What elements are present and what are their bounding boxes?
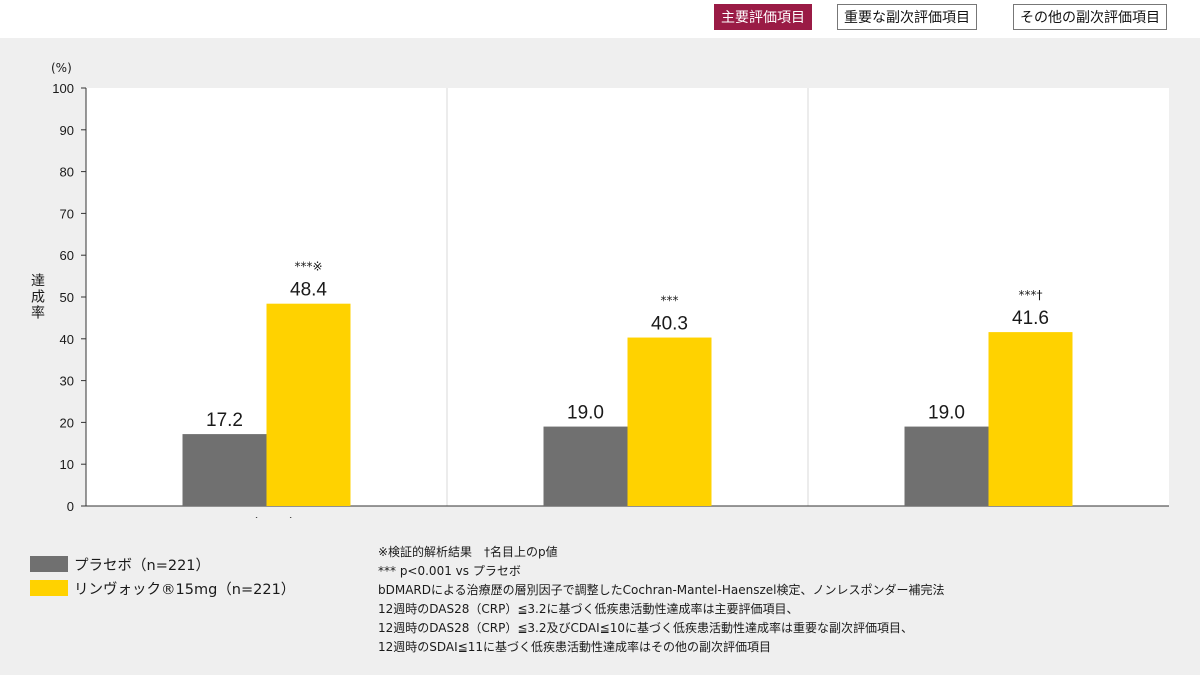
value-label: 17.2 bbox=[206, 410, 243, 431]
y-axis-title: 達成率 bbox=[29, 273, 45, 321]
tab-bar: 主要評価項目 重要な副次評価項目 その他の副次評価項目 bbox=[0, 0, 1200, 38]
y-tick-label: 90 bbox=[60, 123, 74, 138]
footnotes: ※検証的解析結果 †名目上のp値 *** p<0.001 vs プラセボ bDM… bbox=[378, 543, 945, 657]
legend-label-rinvoq: リンヴォック®15mg（n=221） bbox=[74, 581, 296, 598]
significance-label: *** bbox=[661, 294, 679, 308]
y-unit-label: (%) bbox=[51, 61, 72, 75]
significance-label: ***† bbox=[1019, 288, 1043, 302]
y-tick-label: 40 bbox=[60, 332, 74, 347]
y-tick-label: 70 bbox=[60, 206, 74, 221]
tab-key-secondary-endpoint[interactable]: 重要な副次評価項目 bbox=[837, 4, 977, 30]
value-label: 48.4 bbox=[290, 280, 327, 301]
y-tick-label: 60 bbox=[60, 248, 74, 263]
value-label: 40.3 bbox=[651, 314, 688, 335]
y-tick-label: 50 bbox=[60, 290, 74, 305]
legend: プラセボ（n=221） リンヴォック®15mg（n=221） bbox=[30, 552, 295, 600]
y-tick-label: 10 bbox=[60, 457, 74, 472]
legend-label-placebo: プラセボ（n=221） bbox=[74, 557, 211, 574]
category-label: DAS28（CRP）≦3.2 bbox=[191, 516, 342, 518]
legend-item-placebo: プラセボ（n=221） bbox=[30, 552, 295, 576]
value-label: 19.0 bbox=[567, 403, 604, 424]
bar-placebo bbox=[543, 426, 628, 506]
bar-placebo bbox=[904, 426, 989, 506]
bar-placebo bbox=[182, 434, 267, 506]
footnote: *** p<0.001 vs プラセボ bbox=[378, 564, 521, 578]
y-tick-label: 100 bbox=[52, 81, 74, 96]
bar-rinvoq bbox=[627, 337, 712, 506]
footnote: 12週時のDAS28（CRP）≦3.2に基づく低疾患活動性達成率は主要評価項目、 bbox=[378, 602, 799, 616]
tab-other-secondary-endpoint[interactable]: その他の副次評価項目 bbox=[1013, 4, 1167, 30]
tab-primary-endpoint[interactable]: 主要評価項目 bbox=[714, 4, 812, 30]
significance-label: ***※ bbox=[294, 260, 322, 274]
y-tick-label: 80 bbox=[60, 165, 74, 180]
legend-swatch-placebo bbox=[30, 556, 68, 572]
legend-swatch-rinvoq bbox=[30, 580, 68, 596]
value-label: 19.0 bbox=[928, 403, 965, 424]
footnote: 12週時のDAS28（CRP）≦3.2及びCDAI≦10に基づく低疾患活動性達成… bbox=[378, 621, 913, 635]
category-label: SDAI≦11 bbox=[954, 516, 1023, 518]
bar-rinvoq bbox=[266, 303, 351, 506]
footnote: 12週時のSDAI≦11に基づく低疾患活動性達成率はその他の副次評価項目 bbox=[378, 640, 771, 654]
legend-item-rinvoq: リンヴォック®15mg（n=221） bbox=[30, 576, 295, 600]
bar-rinvoq bbox=[988, 332, 1073, 506]
category-label: CDAI≦10 bbox=[592, 516, 662, 518]
footnote: bDMARDによる治療歴の層別因子で調整したCochran-Mantel-Hae… bbox=[378, 583, 945, 597]
y-tick-label: 0 bbox=[67, 499, 74, 514]
y-tick-label: 30 bbox=[60, 374, 74, 389]
footnote: ※検証的解析結果 †名目上のp値 bbox=[378, 545, 558, 559]
value-label: 41.6 bbox=[1012, 308, 1049, 329]
bar-chart: 0 10 20 30 40 50 60 70 80 90 100 (%) 達成率 17.2 48.4 ***※… bbox=[29, 61, 1169, 518]
y-tick-label: 20 bbox=[60, 415, 74, 430]
